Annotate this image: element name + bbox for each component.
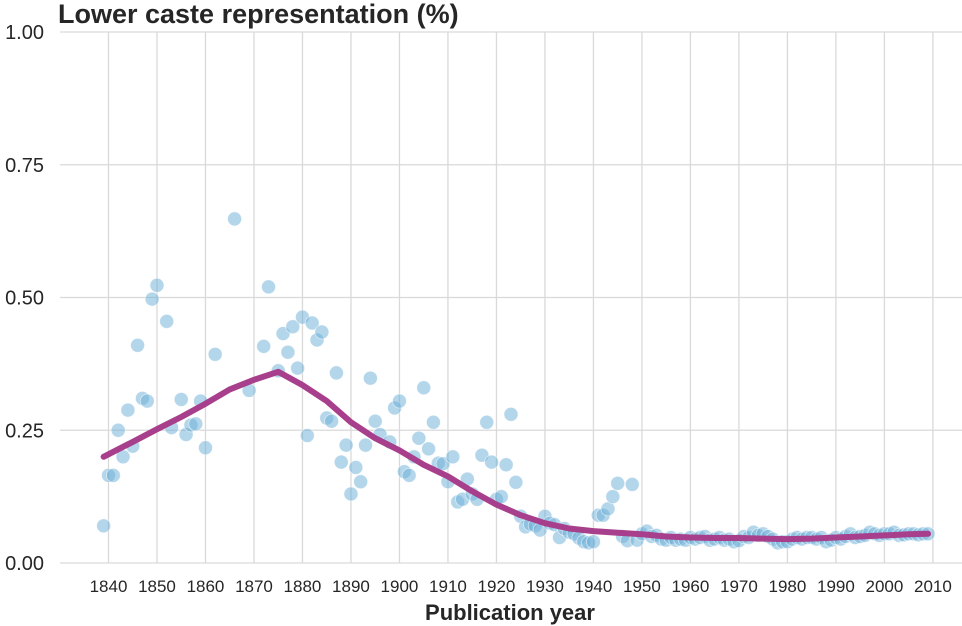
- data-point: [314, 324, 330, 340]
- x-tick-label: 1950: [623, 577, 661, 596]
- x-tick-label: 1890: [332, 577, 370, 596]
- data-point: [362, 370, 378, 386]
- data-point: [324, 413, 339, 429]
- x-tick-label: 1940: [575, 577, 613, 596]
- data-point: [498, 457, 514, 473]
- data-point: [290, 360, 306, 376]
- data-point: [479, 414, 495, 430]
- data-point: [508, 474, 524, 490]
- x-tick-label: 1900: [381, 577, 419, 596]
- data-point: [120, 402, 136, 418]
- data-point: [421, 441, 436, 457]
- x-tick-label: 1850: [138, 577, 176, 596]
- x-tick-label: 1920: [478, 577, 516, 596]
- data-point: [159, 313, 175, 329]
- data-point: [149, 277, 165, 293]
- x-tick-label: 1880: [284, 577, 322, 596]
- data-points: [96, 211, 936, 551]
- data-point: [353, 474, 369, 490]
- y-tick-label: 0.25: [5, 420, 44, 442]
- data-point: [445, 449, 461, 465]
- data-point: [96, 518, 112, 534]
- data-point: [392, 393, 407, 409]
- data-point: [416, 380, 432, 396]
- data-point: [401, 467, 417, 483]
- data-point: [329, 365, 344, 381]
- data-point: [188, 416, 204, 432]
- x-tick-label: 1990: [817, 577, 855, 596]
- x-tick-label: 1840: [90, 577, 128, 596]
- x-axis-ticks: 1840 1850 1860 1870 1880 1890 1900 1910 1920 1930…: [90, 577, 952, 596]
- x-tick-label: 1860: [187, 577, 225, 596]
- data-point: [130, 337, 145, 353]
- data-point: [144, 291, 160, 307]
- data-point: [426, 414, 441, 430]
- x-tick-label: 1960: [672, 577, 710, 596]
- y-tick-label: 0.00: [5, 553, 44, 575]
- x-tick-label: 1930: [526, 577, 564, 596]
- trend-line: [100, 368, 932, 543]
- y-tick-label: 0.75: [5, 155, 44, 177]
- x-tick-label: 1980: [769, 577, 807, 596]
- data-point: [280, 344, 296, 360]
- data-point: [299, 428, 315, 443]
- data-point: [411, 430, 427, 446]
- data-point: [610, 475, 626, 491]
- data-point: [110, 422, 126, 438]
- data-point: [285, 319, 301, 335]
- data-point: [261, 279, 276, 295]
- x-tick-label: 1870: [235, 577, 273, 596]
- data-point: [173, 392, 189, 407]
- grid: [60, 31, 962, 564]
- x-tick-label: 2000: [865, 577, 903, 596]
- x-tick-label: 2010: [914, 577, 952, 596]
- y-tick-label: 1.00: [5, 22, 44, 44]
- y-axis-ticks: 0.00 0.25 0.50 0.75 1.00: [5, 22, 44, 575]
- data-point: [503, 406, 519, 422]
- x-tick-label: 1910: [429, 577, 467, 596]
- chart-title: Lower caste representation (%): [58, 0, 459, 29]
- data-point: [304, 315, 320, 331]
- x-tick-label: 1970: [720, 577, 758, 596]
- data-point: [338, 437, 354, 453]
- data-point: [348, 460, 364, 475]
- data-point: [105, 467, 121, 483]
- data-point: [358, 437, 373, 453]
- data-point: [207, 346, 223, 362]
- data-point: [484, 454, 500, 470]
- y-tick-label: 0.50: [5, 288, 44, 310]
- data-point: [605, 489, 621, 505]
- data-point: [256, 338, 272, 354]
- data-point: [367, 413, 383, 429]
- data-point: [343, 486, 359, 502]
- data-point: [198, 440, 213, 456]
- data-point: [139, 393, 155, 409]
- data-point: [586, 534, 601, 550]
- x-axis-label: Publication year: [425, 600, 595, 625]
- data-point: [227, 211, 242, 227]
- data-point: [624, 477, 640, 492]
- data-point: [333, 454, 349, 470]
